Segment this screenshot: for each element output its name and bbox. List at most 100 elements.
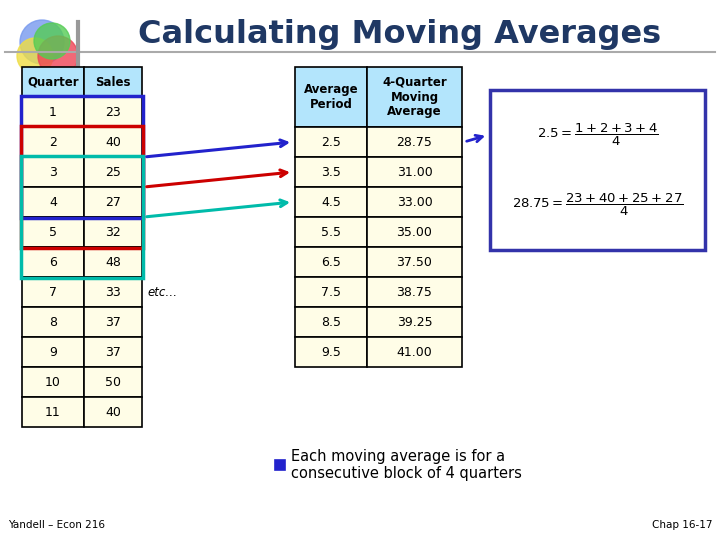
Text: Quarter: Quarter: [27, 76, 78, 89]
Bar: [22, 187, 84, 217]
Circle shape: [38, 36, 78, 76]
Text: $28.75 = \dfrac{23+40+25+27}{4}$: $28.75 = \dfrac{23+40+25+27}{4}$: [512, 192, 683, 218]
Text: Calculating Moving Averages: Calculating Moving Averages: [138, 19, 662, 51]
Bar: [295, 127, 367, 157]
Bar: [22, 127, 84, 157]
Bar: [367, 187, 462, 217]
Text: 4.5: 4.5: [321, 195, 341, 208]
Bar: [367, 247, 462, 277]
Text: 33.00: 33.00: [397, 195, 433, 208]
Text: 40: 40: [105, 136, 121, 148]
Text: 7.5: 7.5: [321, 286, 341, 299]
Bar: [84, 337, 142, 367]
Bar: [22, 277, 84, 307]
Bar: [84, 247, 142, 277]
Bar: [22, 67, 84, 97]
Bar: [21, 126, 143, 248]
Text: 9.5: 9.5: [321, 346, 341, 359]
Text: 1: 1: [49, 105, 57, 118]
Bar: [295, 187, 367, 217]
Bar: [22, 247, 84, 277]
Bar: [367, 307, 462, 337]
Bar: [367, 277, 462, 307]
Bar: [295, 337, 367, 367]
Bar: [22, 367, 84, 397]
Bar: [295, 307, 367, 337]
Text: 5.5: 5.5: [321, 226, 341, 239]
Text: 7: 7: [49, 286, 57, 299]
Text: 40: 40: [105, 406, 121, 419]
Text: 28.75: 28.75: [397, 136, 433, 148]
Text: Chap 16-17: Chap 16-17: [652, 520, 712, 530]
Bar: [367, 67, 462, 127]
Text: 39.25: 39.25: [397, 315, 432, 328]
Text: 5: 5: [49, 226, 57, 239]
Bar: [84, 307, 142, 337]
Text: 50: 50: [105, 375, 121, 388]
Bar: [21, 96, 143, 218]
Bar: [84, 157, 142, 187]
Bar: [84, 97, 142, 127]
Text: 11: 11: [45, 406, 61, 419]
Text: 2: 2: [49, 136, 57, 148]
Text: 37: 37: [105, 346, 121, 359]
Text: Each moving average is for a
consecutive block of 4 quarters: Each moving average is for a consecutive…: [291, 449, 522, 481]
Bar: [295, 217, 367, 247]
Bar: [295, 277, 367, 307]
Text: 8.5: 8.5: [321, 315, 341, 328]
Text: 41.00: 41.00: [397, 346, 433, 359]
Text: 32: 32: [105, 226, 121, 239]
Text: 35.00: 35.00: [397, 226, 433, 239]
Bar: [22, 97, 84, 127]
Text: 4: 4: [49, 195, 57, 208]
Text: 25: 25: [105, 165, 121, 179]
Circle shape: [20, 20, 64, 64]
Bar: [84, 187, 142, 217]
Text: 37: 37: [105, 315, 121, 328]
Bar: [295, 157, 367, 187]
Bar: [84, 277, 142, 307]
Text: etc…: etc…: [147, 286, 177, 299]
Text: 48: 48: [105, 255, 121, 268]
Text: Sales: Sales: [95, 76, 131, 89]
Bar: [275, 460, 285, 470]
Bar: [21, 156, 143, 278]
Text: 6.5: 6.5: [321, 255, 341, 268]
Text: 31.00: 31.00: [397, 165, 433, 179]
Text: 27: 27: [105, 195, 121, 208]
Text: 6: 6: [49, 255, 57, 268]
Text: 4-Quarter
Moving
Average: 4-Quarter Moving Average: [382, 76, 447, 118]
Bar: [22, 217, 84, 247]
Text: 2.5: 2.5: [321, 136, 341, 148]
Text: 33: 33: [105, 286, 121, 299]
Text: 8: 8: [49, 315, 57, 328]
Text: 37.50: 37.50: [397, 255, 433, 268]
Text: 10: 10: [45, 375, 61, 388]
Bar: [367, 157, 462, 187]
Text: Average
Period: Average Period: [304, 83, 359, 111]
Bar: [84, 397, 142, 427]
Circle shape: [17, 38, 53, 74]
Bar: [367, 337, 462, 367]
Bar: [22, 397, 84, 427]
Bar: [84, 217, 142, 247]
Text: 3.5: 3.5: [321, 165, 341, 179]
Text: 9: 9: [49, 346, 57, 359]
Text: 38.75: 38.75: [397, 286, 433, 299]
Bar: [367, 127, 462, 157]
Bar: [295, 67, 367, 127]
Text: 23: 23: [105, 105, 121, 118]
Bar: [490, 90, 705, 250]
Text: $2.5 = \dfrac{1+2+3+4}{4}$: $2.5 = \dfrac{1+2+3+4}{4}$: [536, 122, 658, 148]
Bar: [367, 217, 462, 247]
Bar: [22, 307, 84, 337]
Bar: [295, 247, 367, 277]
Text: 3: 3: [49, 165, 57, 179]
Bar: [22, 157, 84, 187]
Bar: [84, 367, 142, 397]
Bar: [84, 127, 142, 157]
Bar: [22, 337, 84, 367]
Bar: [84, 67, 142, 97]
Circle shape: [34, 23, 70, 59]
Text: Yandell – Econ 216: Yandell – Econ 216: [8, 520, 105, 530]
